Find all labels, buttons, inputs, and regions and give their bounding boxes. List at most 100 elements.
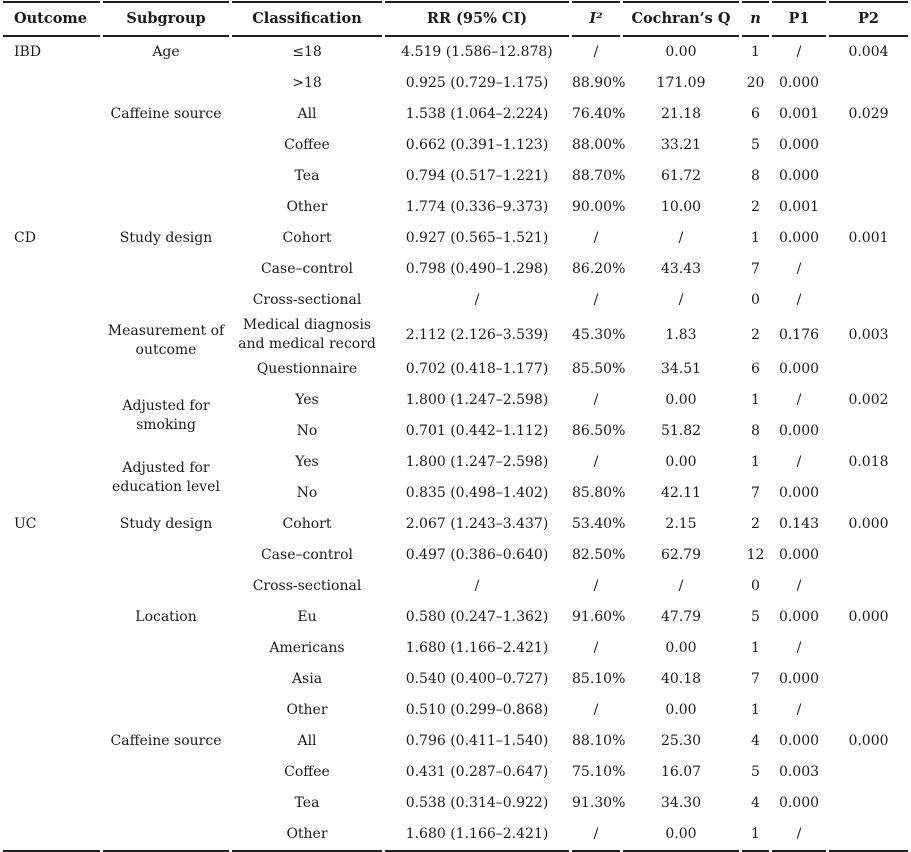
column-header-p2: P2	[829, 1, 908, 37]
rr-cell: 0.796 (0.411–1.540)	[405, 733, 549, 749]
n-cell: 20	[746, 75, 765, 91]
table-row: Americans 1.680 (1.166–2.421) / 0.00 1 /	[3, 633, 908, 664]
rr-cell: 0.497 (0.386–0.640)	[405, 547, 549, 563]
p1-cell: /	[796, 640, 802, 656]
q-cell: 1.83	[665, 326, 697, 343]
table-row: No 0.835 (0.498–1.402) 85.80% 42.11 7 0.000	[3, 478, 908, 509]
p1-cell: /	[796, 392, 802, 408]
n-cell: 1	[751, 44, 760, 60]
subgroup-cell: Measurement of outcome	[107, 323, 225, 358]
i2-cell: /	[593, 230, 599, 246]
p2-cell	[829, 254, 908, 285]
q-cell: 34.51	[660, 361, 702, 377]
classification-cell: Case–control	[260, 261, 354, 277]
classification-cell: ≤18	[292, 44, 322, 60]
q-cell: 47.79	[660, 609, 702, 625]
n-cell: 0	[751, 578, 760, 594]
p1-cell: 0.000	[778, 75, 820, 91]
i2-cell: /	[593, 292, 599, 308]
p1-cell: 0.001	[778, 106, 820, 122]
classification-cell: All	[297, 733, 317, 749]
p1-cell: 0.143	[778, 516, 820, 532]
p2-cell	[829, 161, 908, 192]
n-cell: 6	[751, 361, 760, 377]
p2-cell: 0.029	[848, 106, 889, 122]
n-cell: 5	[751, 609, 760, 625]
p1-cell: 0.000	[778, 230, 820, 246]
table-row: Location Eu 0.580 (0.247–1.362) 91.60% 47.79…	[3, 602, 908, 633]
classification-cell: All	[297, 106, 317, 122]
i2-cell: 88.70%	[572, 168, 626, 184]
q-cell: /	[678, 230, 684, 246]
table-header-row: Outcome Subgroup Classification RR (95% …	[3, 1, 908, 37]
p2-cell: 0.018	[848, 454, 889, 470]
q-cell: 61.72	[660, 168, 702, 184]
p1-cell: /	[796, 702, 802, 718]
i2-cell: 86.20%	[572, 261, 626, 277]
n-cell: 4	[751, 733, 760, 749]
classification-cell: >18	[292, 75, 322, 91]
q-cell: 34.30	[660, 795, 702, 811]
i2-cell: 45.30%	[572, 326, 626, 343]
table-row: UC Study design Cohort 2.067 (1.243–3.437) 5…	[3, 509, 908, 852]
outcome-cell: CD	[14, 230, 36, 246]
rr-cell: 1.774 (0.336–9.373)	[405, 199, 549, 215]
column-header-classification: Classification	[232, 1, 382, 37]
column-header-cochrans-q: Cochran’s Q	[623, 1, 739, 37]
q-cell: 0.00	[665, 702, 697, 718]
subgroup-cell: Caffeine source	[103, 726, 229, 852]
table-row: Other 1.774 (0.336–9.373) 90.00% 10.00 2 0.00…	[3, 192, 908, 223]
q-cell: 42.11	[660, 485, 702, 501]
rr-cell: 0.701 (0.442–1.112)	[405, 423, 549, 439]
n-cell: 4	[751, 795, 760, 811]
table-row: Case–control 0.798 (0.490–1.298) 86.20% 43.…	[3, 254, 908, 285]
p2-cell	[829, 285, 908, 316]
table-row: Adjusted for education level Yes 1.800 (1.…	[3, 447, 908, 495]
p2-cell	[829, 540, 908, 571]
table-row: Adjusted for smoking Yes 1.800 (1.247–2.59…	[3, 385, 908, 433]
p2-cell	[829, 192, 908, 223]
rr-cell: 0.431 (0.287–0.647)	[405, 764, 549, 780]
classification-cell: Other	[286, 199, 328, 215]
p1-cell: 0.000	[778, 137, 820, 153]
p1-cell: 0.176	[778, 326, 820, 343]
rr-cell: 0.702 (0.418–1.177)	[405, 361, 549, 377]
p1-cell: 0.003	[778, 764, 820, 780]
n-cell: 2	[751, 516, 760, 532]
table-row: Questionnaire 0.702 (0.418–1.177) 85.50% 34…	[3, 354, 908, 385]
p1-cell: 0.000	[778, 361, 820, 377]
n-cell: 8	[751, 423, 760, 439]
q-cell: 25.30	[660, 733, 702, 749]
i2-cell: /	[593, 578, 599, 594]
classification-cell: Other	[232, 819, 382, 852]
p2-cell: 0.000	[848, 733, 889, 749]
table-row: Coffee 0.662 (0.391–1.123) 88.00% 33.21 5 0.0…	[3, 130, 908, 161]
table-row: Coffee 0.431 (0.287–0.647) 75.10% 16.07 5 0.0…	[3, 757, 908, 788]
classification-cell: Questionnaire	[256, 361, 358, 377]
column-header-subgroup: Subgroup	[103, 1, 229, 37]
rr-cell: 0.662 (0.391–1.123)	[405, 137, 549, 153]
i2-cell: /	[593, 702, 599, 718]
rr-cell: 0.835 (0.498–1.402)	[405, 485, 549, 501]
classification-cell: Yes	[295, 454, 319, 470]
subgroup-cell: Caffeine source	[110, 106, 222, 122]
classification-cell: Tea	[294, 168, 320, 184]
n-cell: 7	[751, 261, 760, 277]
i2-cell: /	[593, 44, 599, 60]
table-row: No 0.701 (0.442–1.112) 86.50% 51.82 8 0.000	[3, 416, 908, 447]
p2-cell	[829, 354, 908, 385]
rr-cell: 0.794 (0.517–1.221)	[405, 168, 549, 184]
p1-cell: 0.000	[778, 168, 820, 184]
table-row: Asia 0.540 (0.400–0.727) 85.10% 40.18 7 0.000	[3, 664, 908, 695]
n-cell: 1	[742, 819, 769, 852]
p2-cell: 0.000	[848, 609, 889, 625]
i2-cell: 91.60%	[572, 609, 626, 625]
classification-cell: Other	[286, 702, 328, 718]
subgroup-cell: Adjusted for education level	[112, 460, 220, 495]
column-header-i2: I²	[572, 1, 620, 37]
subgroup-cell: Study design	[119, 516, 213, 532]
classification-cell: Cohort	[282, 516, 332, 532]
p1-cell: 0.000	[778, 547, 820, 563]
column-header-n: n	[742, 1, 769, 37]
table-row: Case–control 0.497 (0.386–0.640) 82.50% 62.…	[3, 540, 908, 571]
